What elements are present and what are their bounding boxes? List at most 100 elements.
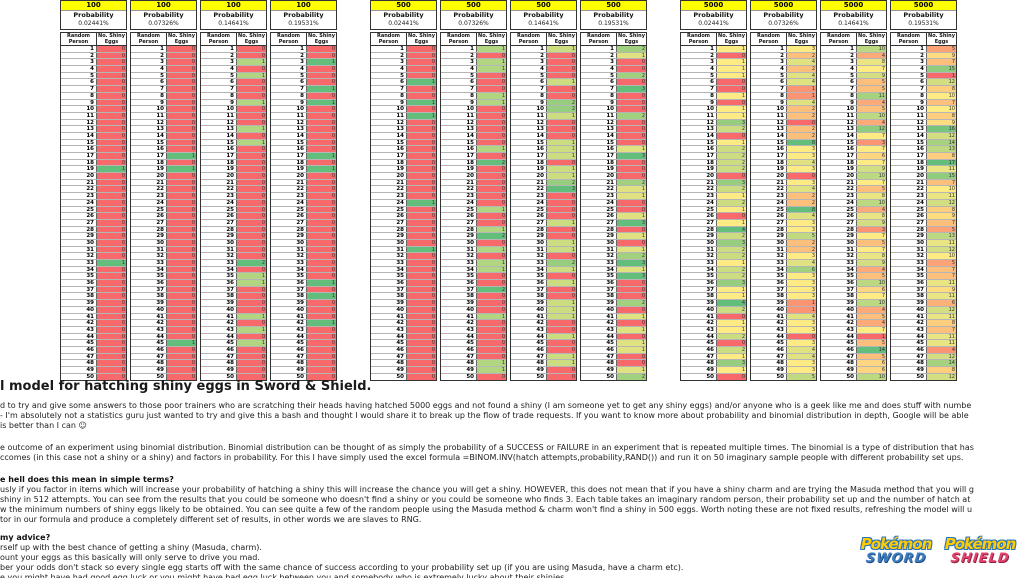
person-cell[interactable]: 46	[511, 346, 547, 353]
shiny-count-cell[interactable]: 0	[167, 199, 196, 206]
person-cell[interactable]: 23	[131, 193, 167, 199]
person-cell[interactable]: 34	[201, 266, 237, 273]
shiny-count-cell[interactable]: 0	[407, 126, 436, 132]
shiny-count-cell[interactable]: 1	[547, 112, 576, 119]
shiny-count-cell[interactable]: 0	[407, 86, 436, 92]
shiny-count-cell[interactable]: 1	[477, 260, 506, 266]
person-cell[interactable]: 28	[441, 226, 477, 232]
person-cell[interactable]: 45	[441, 340, 477, 346]
person-cell[interactable]: 3	[61, 59, 97, 65]
shiny-count-cell[interactable]: 9	[857, 72, 886, 79]
person-cell[interactable]: 39	[821, 300, 857, 306]
shiny-count-cell[interactable]: 0	[547, 326, 576, 333]
shiny-count-cell[interactable]: 0	[237, 92, 266, 99]
shiny-eggs-header[interactable]: No. Shiny Eggs	[238, 33, 265, 45]
shiny-count-cell[interactable]: 0	[97, 66, 126, 72]
person-cell[interactable]: 23	[681, 193, 717, 199]
person-cell[interactable]: 32	[61, 253, 97, 259]
shiny-count-cell[interactable]: 7	[927, 179, 956, 186]
person-cell[interactable]: 29	[371, 233, 407, 239]
shiny-count-cell[interactable]: 0	[237, 286, 266, 293]
shiny-count-cell[interactable]: 0	[547, 367, 576, 373]
person-cell[interactable]: 18	[821, 159, 857, 166]
shiny-count-cell[interactable]: 0	[307, 199, 336, 206]
shiny-count-cell[interactable]: 0	[167, 193, 196, 199]
shiny-count-cell[interactable]: 1	[547, 46, 576, 52]
person-cell[interactable]: 32	[821, 253, 857, 259]
person-cell[interactable]: 44	[891, 333, 927, 339]
person-cell[interactable]: 2	[891, 52, 927, 59]
probability-value[interactable]: 0.14641%	[838, 20, 869, 27]
shiny-count-cell[interactable]: 1	[167, 153, 196, 159]
shiny-count-cell[interactable]: 10	[857, 173, 886, 179]
person-cell[interactable]: 48	[581, 360, 617, 366]
person-cell[interactable]: 41	[371, 313, 407, 319]
person-cell[interactable]: 16	[201, 146, 237, 152]
person-cell[interactable]: 34	[581, 266, 617, 273]
person-cell[interactable]: 20	[441, 173, 477, 179]
shiny-count-cell[interactable]: 7	[857, 293, 886, 299]
person-cell[interactable]: 2	[201, 52, 237, 59]
shiny-count-cell[interactable]: 0	[237, 346, 266, 353]
random-person-header[interactable]: Random Person	[681, 33, 717, 45]
person-cell[interactable]: 28	[511, 226, 547, 232]
person-cell[interactable]: 41	[511, 313, 547, 319]
shiny-count-cell[interactable]: 0	[97, 239, 126, 246]
shiny-count-cell[interactable]: 0	[167, 59, 196, 65]
egg-count-header[interactable]: 5000	[751, 1, 816, 11]
shiny-count-cell[interactable]: 1	[237, 273, 266, 279]
shiny-count-cell[interactable]: 4	[787, 72, 816, 79]
person-cell[interactable]: 4	[131, 66, 167, 72]
person-cell[interactable]: 43	[581, 326, 617, 333]
person-cell[interactable]: 35	[201, 273, 237, 279]
shiny-count-cell[interactable]: 4	[787, 186, 816, 192]
shiny-count-cell[interactable]: 14	[927, 139, 956, 145]
person-cell[interactable]: 26	[61, 213, 97, 219]
person-cell[interactable]: 34	[681, 266, 717, 273]
shiny-count-cell[interactable]: 0	[307, 66, 336, 72]
person-cell[interactable]: 42	[891, 320, 927, 326]
person-cell[interactable]: 18	[891, 159, 927, 166]
person-cell[interactable]: 39	[891, 300, 927, 306]
shiny-count-cell[interactable]: 11	[927, 340, 956, 346]
shiny-count-cell[interactable]: 1	[237, 139, 266, 145]
person-cell[interactable]: 9	[821, 99, 857, 105]
shiny-count-cell[interactable]: 0	[407, 179, 436, 186]
person-cell[interactable]: 12	[61, 119, 97, 125]
shiny-count-cell[interactable]: 0	[407, 273, 436, 279]
person-cell[interactable]: 44	[131, 333, 167, 339]
person-cell[interactable]: 2	[61, 52, 97, 59]
person-cell[interactable]: 50	[891, 373, 927, 381]
shiny-count-cell[interactable]: 5	[927, 226, 956, 232]
person-cell[interactable]: 30	[581, 239, 617, 246]
person-cell[interactable]: 41	[751, 313, 787, 319]
person-cell[interactable]: 8	[131, 92, 167, 99]
person-cell[interactable]: 42	[511, 320, 547, 326]
person-cell[interactable]: 50	[821, 373, 857, 381]
shiny-count-cell[interactable]: 4	[717, 226, 746, 232]
person-cell[interactable]: 3	[441, 59, 477, 65]
shiny-count-cell[interactable]: 1	[477, 59, 506, 65]
shiny-count-cell[interactable]: 3	[617, 86, 646, 92]
person-cell[interactable]: 28	[681, 226, 717, 232]
shiny-count-cell[interactable]: 9	[927, 286, 956, 293]
shiny-count-cell[interactable]: 2	[787, 199, 816, 206]
shiny-count-cell[interactable]: 0	[407, 106, 436, 112]
person-cell[interactable]: 25	[271, 206, 307, 212]
person-cell[interactable]: 20	[511, 173, 547, 179]
shiny-count-cell[interactable]: 2	[617, 373, 646, 381]
person-cell[interactable]: 10	[201, 106, 237, 112]
shiny-count-cell[interactable]: 0	[307, 186, 336, 192]
shiny-count-cell[interactable]: 4	[787, 59, 816, 65]
person-cell[interactable]: 10	[61, 106, 97, 112]
shiny-count-cell[interactable]: 7	[857, 246, 886, 252]
person-cell[interactable]: 7	[131, 86, 167, 92]
person-cell[interactable]: 21	[131, 179, 167, 186]
person-cell[interactable]: 9	[751, 99, 787, 105]
person-cell[interactable]: 44	[681, 333, 717, 339]
shiny-count-cell[interactable]: 15	[927, 66, 956, 72]
person-cell[interactable]: 9	[271, 99, 307, 105]
shiny-count-cell[interactable]: 0	[617, 199, 646, 206]
shiny-count-cell[interactable]: 0	[307, 106, 336, 112]
person-cell[interactable]: 32	[581, 253, 617, 259]
